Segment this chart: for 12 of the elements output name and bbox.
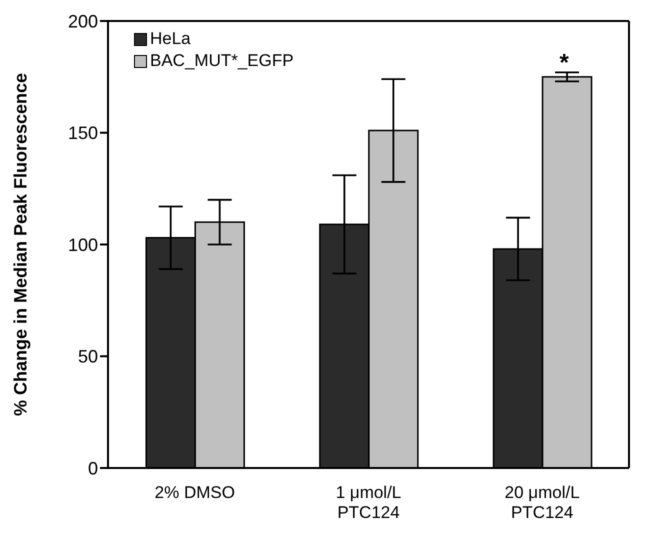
legend-label: BAC_MUT*_EGFP xyxy=(150,50,294,72)
x-tick-label: 1 μmol/L PTC124 xyxy=(336,483,402,522)
y-axis-title: % Change in Median Peak Fluorescence xyxy=(10,72,30,416)
y-tick-label: 50 xyxy=(78,346,98,367)
y-tick-label: 100 xyxy=(68,234,98,255)
x-tick-label: 20 μmol/L PTC124 xyxy=(504,483,580,522)
x-tick-label: 2% DMSO xyxy=(154,483,235,502)
y-tick-label: 200 xyxy=(68,11,98,32)
y-tick-label: 0 xyxy=(88,458,98,478)
annotation: * xyxy=(559,49,570,76)
y-tick-label: 150 xyxy=(68,123,98,144)
legend-label: HeLa xyxy=(150,28,191,50)
